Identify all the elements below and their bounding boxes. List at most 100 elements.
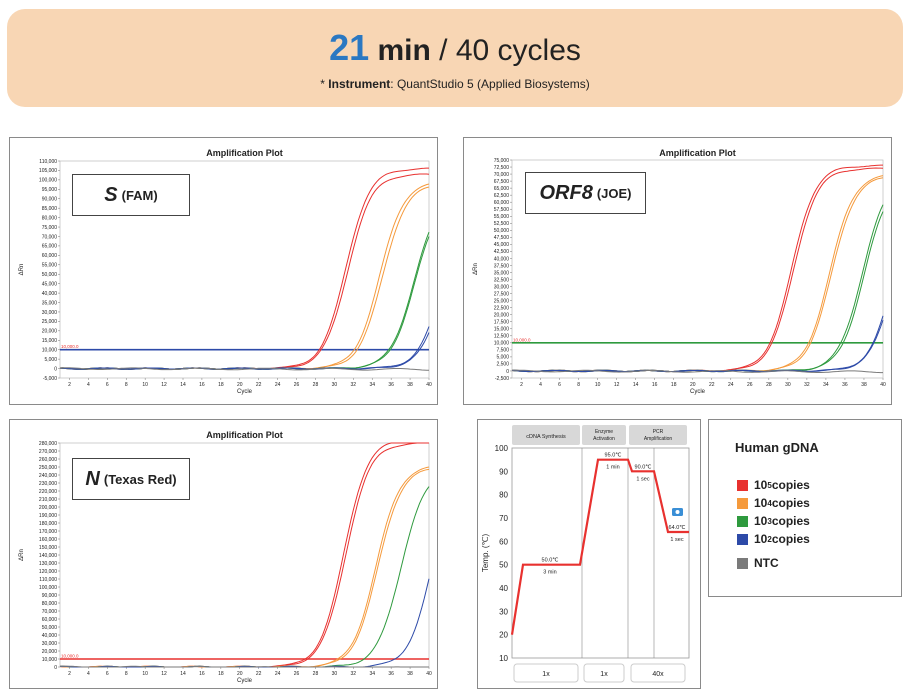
instrument-prefix: *	[320, 77, 329, 91]
legend-base: 10	[754, 478, 768, 492]
step-time-label: 1 min	[606, 465, 619, 471]
y-tick-label: 62,500	[494, 193, 510, 199]
legend-swatch	[737, 497, 748, 509]
chart-title: Amplification Plot	[206, 430, 283, 440]
legend-swatch	[737, 479, 748, 491]
x-tick-label: 16	[199, 671, 205, 677]
x-tick-label: 8	[125, 382, 128, 388]
y-tick-label: -5,000	[43, 376, 57, 382]
x-tick-label: 2	[68, 382, 71, 388]
y-tick-label: 30,000	[42, 310, 58, 316]
y-tick-label: 90	[499, 467, 508, 476]
y-tick-label: 2,500	[496, 362, 509, 368]
chart-title: Amplification Plot	[206, 148, 283, 158]
y-tick-label: 67,500	[494, 179, 510, 185]
chart-title: Amplification Plot	[659, 148, 736, 158]
repeat-box	[513, 663, 579, 683]
x-tick-label: 22	[256, 382, 262, 388]
y-tick-label: 190,000	[39, 513, 57, 519]
y-tick-label: 42,500	[494, 249, 510, 255]
stage-name: Enzyme	[595, 429, 613, 435]
x-tick-label: 26	[747, 382, 753, 388]
legend-item: 10 4 copies	[737, 496, 810, 510]
thermal-profile-panel: 10 20 30 40 50 60 70 80 90 100 Temp. (℃) cDNA Synth…	[477, 419, 701, 689]
gene-name: N	[85, 467, 100, 490]
y-tick-label: 15,000	[42, 338, 58, 344]
stage-name: cDNA Synthesis	[526, 434, 566, 440]
legend-item: 10 2 copies	[737, 532, 810, 546]
y-tick-label: 30,000	[494, 284, 510, 290]
y-tick-label: 32,500	[494, 277, 510, 283]
x-tick-label: 40	[426, 671, 432, 677]
y-tick-label: 75,000	[42, 225, 58, 231]
y-tick-label: 40,000	[42, 633, 58, 639]
y-tick-label: 210,000	[39, 497, 57, 503]
x-tick-label: 12	[614, 382, 620, 388]
x-tick-label: 4	[87, 382, 90, 388]
y-tick-label: 80	[499, 491, 508, 500]
amplification-plot-s: Amplification Plot -5,000 0 5,000 10,000 15,0…	[9, 137, 438, 405]
y-tick-label: 22,500	[494, 305, 510, 311]
camera-lens-icon	[675, 510, 680, 514]
x-tick-label: 16	[199, 382, 205, 388]
legend-item: 10 5 copies	[737, 478, 810, 492]
x-tick-label: 32	[804, 382, 810, 388]
legend-suffix: copies	[771, 532, 810, 546]
repeat-box	[583, 663, 625, 683]
x-tick-label: 4	[539, 382, 542, 388]
x-tick-label: 12	[161, 671, 167, 677]
y-tick-label: 160,000	[39, 537, 57, 543]
y-tick-label: 20,000	[494, 313, 510, 319]
stage-header	[582, 425, 626, 445]
x-tick-label: 34	[369, 382, 375, 388]
x-tick-label: 16	[652, 382, 658, 388]
y-tick-label: 5,000	[496, 355, 509, 361]
y-tick-label: 35,000	[494, 270, 510, 276]
x-tick-label: 36	[388, 671, 394, 677]
x-tick-label: 10	[595, 382, 601, 388]
x-tick-label: 8	[577, 382, 580, 388]
y-tick-label: 47,500	[494, 235, 510, 241]
dye-name: (JOE)	[596, 185, 632, 201]
x-tick-label: 14	[180, 671, 186, 677]
y-tick-label: 100,000	[39, 178, 57, 184]
y-tick-label: 0	[54, 366, 57, 372]
legend-exp: 4	[767, 498, 772, 508]
x-axis-label: Cycle	[690, 389, 706, 395]
y-tick-label: 15,000	[494, 327, 510, 333]
x-tick-label: 38	[407, 382, 413, 388]
y-tick-label: 35,000	[42, 300, 58, 306]
y-tick-label: 10,000	[494, 341, 510, 347]
x-tick-label: 22	[709, 382, 715, 388]
x-tick-label: 24	[275, 382, 281, 388]
legend-base: NTC	[754, 556, 779, 570]
repeat-box	[630, 663, 686, 683]
y-tick-label: 40	[499, 584, 508, 593]
gene-name: ORF8	[539, 181, 593, 204]
gene-name: S	[104, 183, 118, 206]
temperature-profile	[510, 458, 689, 635]
repeat-label: 40x	[652, 671, 664, 678]
y-axis-label: ΔRn	[19, 549, 25, 561]
y-tick-label: 50,000	[42, 272, 58, 278]
step-temp-label: 64.0℃	[669, 525, 687, 531]
y-tick-label: 45,000	[42, 281, 58, 287]
stage-name: Amplification	[644, 436, 673, 442]
x-tick-label: 30	[332, 382, 338, 388]
series-line-10e2	[59, 332, 430, 370]
x-tick-label: 6	[106, 671, 109, 677]
legend-suffix: copies	[771, 496, 810, 510]
y-tick-label: 90,000	[42, 593, 58, 599]
step-temp-label: 95.0℃	[605, 453, 623, 459]
legend-base: 10	[754, 496, 768, 510]
stage-header	[512, 425, 580, 445]
y-tick-label: 10,000	[42, 657, 58, 663]
y-tick-label: 45,000	[494, 242, 510, 248]
x-tick-label: 40	[880, 382, 886, 388]
x-tick-label: 40	[426, 382, 432, 388]
y-tick-label: 30	[499, 607, 508, 616]
y-tick-label: 17,500	[494, 320, 510, 326]
y-tick-label: 50,000	[42, 625, 58, 631]
threshold-label: 10,000.0	[61, 344, 79, 349]
y-tick-label: 7,500	[496, 348, 509, 354]
